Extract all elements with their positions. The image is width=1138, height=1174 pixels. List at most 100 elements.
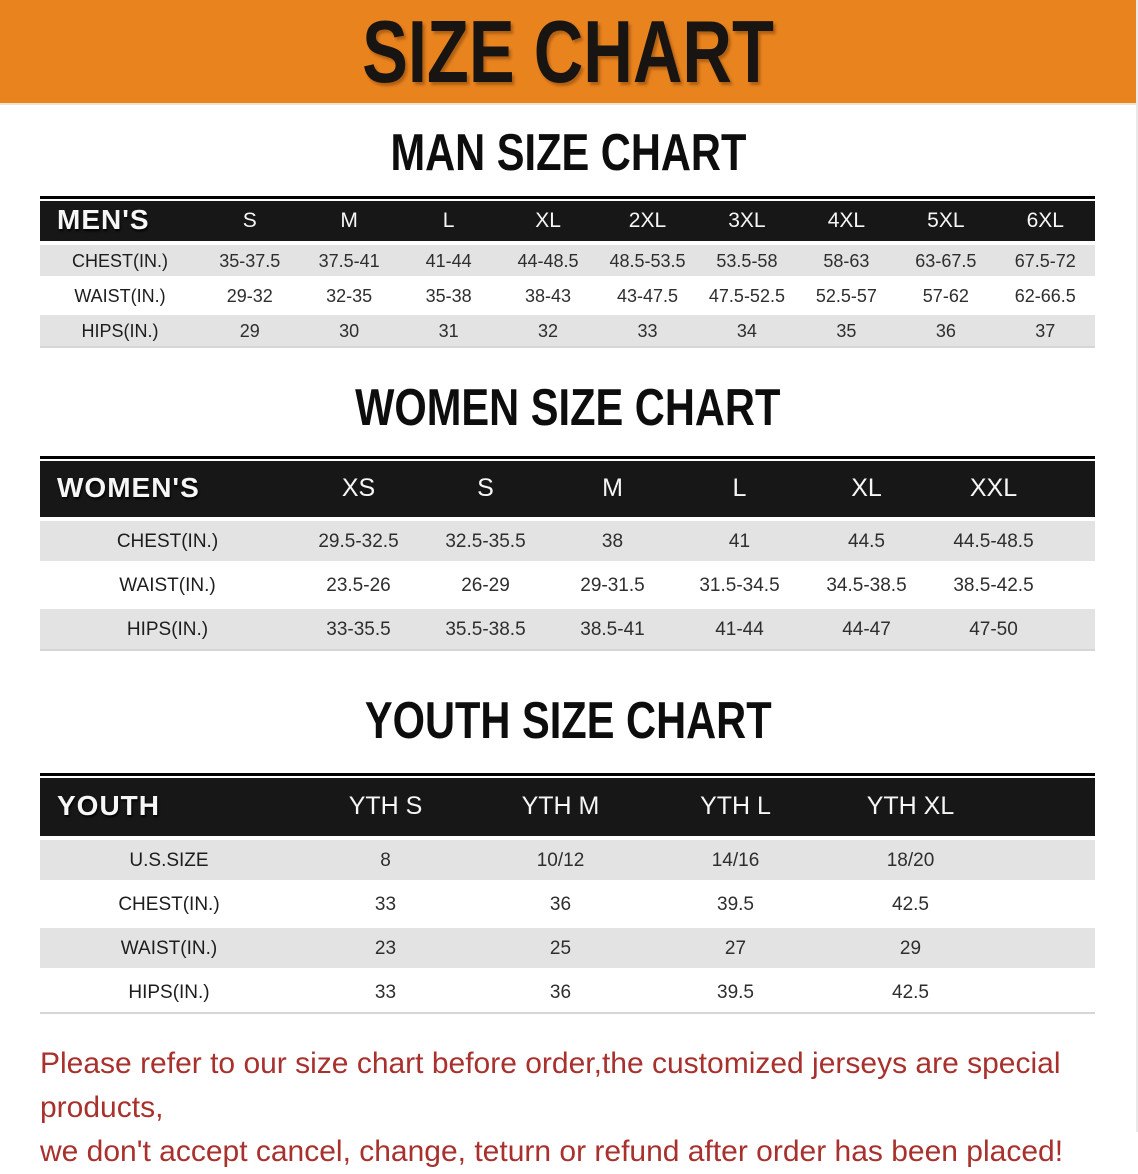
disclaimer-line-2: we don't accept cancel, change, teturn o… — [40, 1135, 1064, 1168]
table-corner-label: YOUTH — [57, 790, 160, 821]
value-cell: 36 — [935, 320, 956, 341]
value-cell: 25 — [549, 937, 572, 959]
value-cell: 42.5 — [892, 893, 929, 915]
value-cell: 29 — [899, 937, 922, 959]
row-label: CHEST(IN.) — [72, 250, 168, 271]
value-cell: 38.5-41 — [580, 618, 645, 640]
value-cell: 63-67.5 — [915, 250, 977, 271]
youth-section-heading: YOUTH SIZE CHART — [0, 695, 1136, 747]
value-cell: 35-38 — [425, 285, 472, 306]
order-disclaimer-note: Please refer to our size chart before or… — [40, 1042, 1116, 1174]
size-column-header: YTH M — [521, 791, 600, 820]
value-cell: 36 — [549, 981, 572, 1003]
value-cell: 34.5-38.5 — [826, 574, 907, 596]
value-cell: 41 — [728, 530, 751, 552]
size-column-header: XXL — [969, 473, 1018, 502]
row-label: CHEST(IN.) — [116, 530, 219, 552]
row-label: HIPS(IN.) — [81, 320, 159, 341]
disclaimer-line-1: Please refer to our size chart before or… — [40, 1047, 1061, 1124]
value-cell: 57-62 — [922, 285, 969, 306]
women-section-heading-text: WOMEN SIZE CHART — [355, 379, 781, 437]
value-cell: 52.5-57 — [815, 285, 877, 306]
value-cell: 36 — [549, 893, 572, 915]
value-cell: 31 — [438, 320, 459, 341]
table-row: HIPS(IN.) 33-35.5 35.5-38.5 38.5-41 41-44 44-… — [40, 609, 1095, 649]
value-cell: 67.5-72 — [1014, 250, 1076, 271]
table-header-row: MEN'S S M L XL 2XL 3XL 4XL 5XL 6XL — [40, 196, 1095, 241]
table-row: WAIST(IN.) 23.5-26 26-29 29-31.5 31.5-34.5 34… — [40, 565, 1095, 605]
row-label: WAIST(IN.) — [120, 937, 218, 959]
value-cell: 32.5-35.5 — [445, 530, 526, 552]
size-column-header: 4XL — [827, 208, 866, 232]
value-cell: 31.5-34.5 — [699, 574, 780, 596]
size-column-header: S — [242, 208, 257, 232]
men-size-table: MEN'S S M L XL 2XL 3XL 4XL 5XL 6XL CHEST(IN.) 35-37… — [40, 196, 1095, 348]
value-cell: 37.5-41 — [318, 250, 380, 271]
value-cell: 34 — [736, 320, 757, 341]
table-header-row: YOUTH YTH S YTH M YTH L YTH XL — [40, 773, 1095, 836]
size-column-header: L — [732, 473, 747, 502]
value-cell: 44-47 — [842, 618, 891, 640]
value-cell: 33 — [637, 320, 658, 341]
value-cell: 44.5-48.5 — [953, 530, 1034, 552]
value-cell: 32 — [538, 320, 559, 341]
value-cell: 33 — [374, 893, 397, 915]
value-cell: 35-37.5 — [219, 250, 281, 271]
size-column-header: XL — [851, 473, 882, 502]
value-cell: 44-48.5 — [517, 250, 579, 271]
value-cell: 30 — [339, 320, 360, 341]
banner-title: SIZE CHART — [362, 1, 774, 101]
value-cell: 8 — [380, 849, 391, 871]
value-cell: 27 — [724, 937, 747, 959]
row-label: U.S.SIZE — [129, 849, 209, 871]
table-row: CHEST(IN.) 33 36 39.5 42.5 — [40, 884, 1095, 924]
size-column-header: 5XL — [927, 208, 965, 232]
row-label: CHEST(IN.) — [118, 893, 220, 915]
size-column-header: 6XL — [1026, 208, 1064, 232]
value-cell: 26-29 — [461, 574, 510, 596]
row-label: WAIST(IN.) — [119, 574, 216, 596]
size-column-header: XS — [341, 473, 376, 502]
table-corner-label: WOMEN'S — [57, 472, 200, 503]
value-cell: 44.5 — [848, 530, 885, 552]
value-cell: 35.5-38.5 — [445, 618, 526, 640]
row-label: WAIST(IN.) — [74, 285, 166, 306]
row-label: HIPS(IN.) — [126, 618, 209, 640]
value-cell: 33-35.5 — [326, 618, 391, 640]
value-cell: 37 — [1035, 320, 1056, 341]
value-cell: 33 — [374, 981, 397, 1003]
value-cell: 38 — [601, 530, 624, 552]
value-cell: 39.5 — [717, 981, 754, 1003]
size-column-header: 3XL — [728, 208, 766, 232]
size-column-header: M — [602, 473, 623, 502]
size-column-header: 2XL — [628, 208, 667, 232]
value-cell: 38.5-42.5 — [953, 574, 1034, 596]
size-column-header: YTH XL — [866, 791, 955, 820]
value-cell: 39.5 — [717, 893, 754, 915]
size-column-header: M — [340, 208, 358, 232]
value-cell: 23 — [374, 937, 397, 959]
women-size-table: WOMEN'S XS S M L XL XXL CHEST(IN.) 29.5-32.5 32.5… — [40, 456, 1095, 651]
man-section-heading: MAN SIZE CHART — [0, 127, 1136, 179]
table-row: WAIST(IN.) 23 25 27 29 — [40, 928, 1095, 968]
value-cell: 18/20 — [886, 849, 935, 871]
size-column-header: YTH S — [348, 791, 423, 820]
table-row: HIPS(IN.) 33 36 39.5 42.5 — [40, 972, 1095, 1012]
size-column-header: S — [477, 473, 494, 502]
value-cell: 43-47.5 — [616, 285, 679, 306]
value-cell: 38-43 — [525, 285, 572, 306]
value-cell: 47.5-52.5 — [708, 285, 785, 306]
value-cell: 42.5 — [892, 981, 929, 1003]
table-row: HIPS(IN.) 29 30 31 32 33 34 35 36 37 — [40, 315, 1095, 346]
man-section-heading-text: MAN SIZE CHART — [390, 124, 746, 182]
value-cell: 62-66.5 — [1014, 285, 1076, 306]
value-cell: 32-35 — [326, 285, 373, 306]
value-cell: 41-44 — [425, 250, 472, 271]
table-corner-label: MEN'S — [57, 204, 150, 235]
value-cell: 29.5-32.5 — [318, 530, 399, 552]
value-cell: 47-50 — [969, 618, 1018, 640]
value-cell: 14/16 — [711, 849, 760, 871]
table-header-row: WOMEN'S XS S M L XL XXL — [40, 456, 1095, 517]
value-cell: 29 — [239, 320, 260, 341]
value-cell: 29-31.5 — [580, 574, 645, 596]
